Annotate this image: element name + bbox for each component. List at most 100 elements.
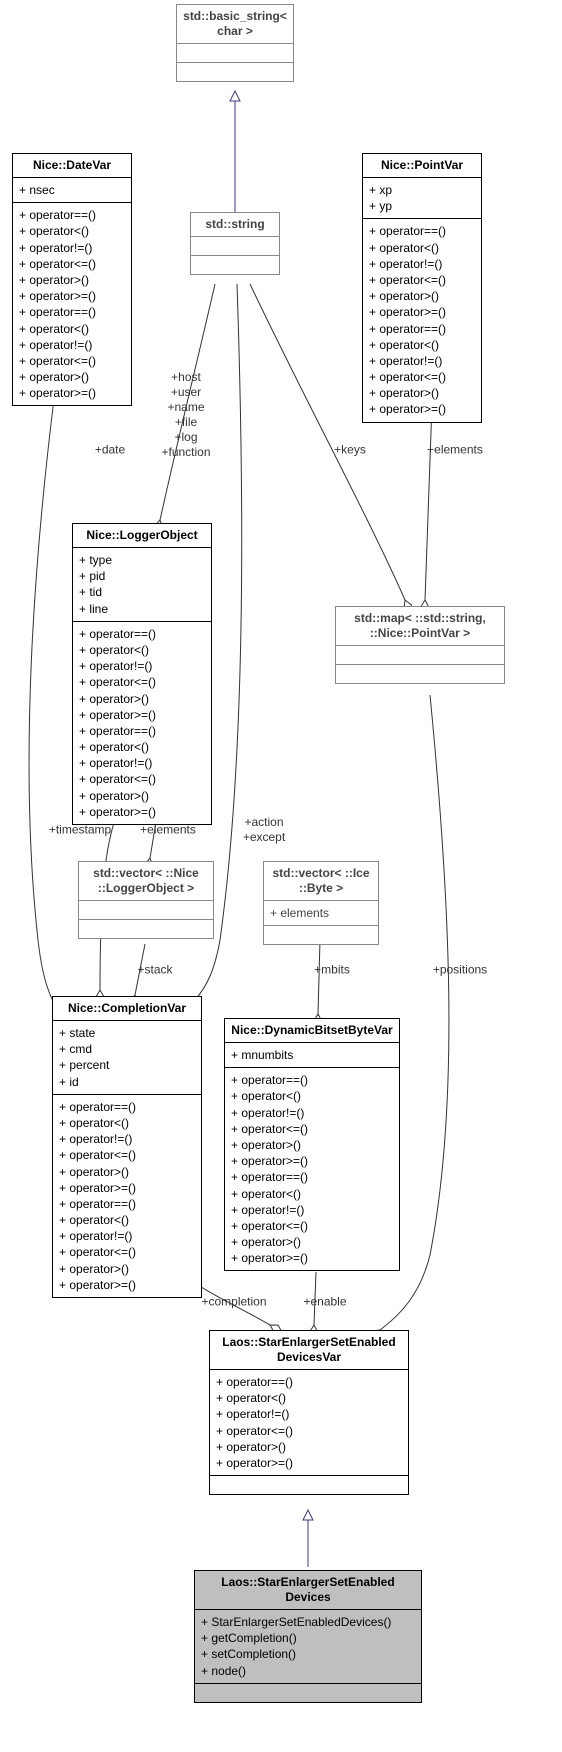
class-node-string: std::string: [190, 212, 280, 275]
op-line: + operator>=(): [19, 385, 125, 401]
attr-line: + tid: [79, 584, 205, 600]
class-empty-section: [191, 236, 279, 255]
class-empty-section: [210, 1475, 408, 1494]
attr-line: + mnumbits: [231, 1047, 393, 1063]
op-line: + operator==(): [231, 1169, 393, 1185]
op-line: + operator>(): [59, 1164, 195, 1180]
class-empty-section: [79, 919, 213, 938]
attr-line: + pid: [79, 568, 205, 584]
attr-line: + nsec: [19, 182, 125, 198]
op-line: + operator<(): [79, 739, 205, 755]
op-line: + operator<=(): [369, 369, 475, 385]
op-line: + operator>=(): [231, 1153, 393, 1169]
class-node-loggerobj: Nice::LoggerObject+ type+ pid+ tid+ line…: [72, 523, 212, 825]
class-ops: + operator==()+ operator<()+ operator!=(…: [73, 621, 211, 824]
attr-line: + cmd: [59, 1041, 195, 1057]
op-line: + operator<(): [79, 642, 205, 658]
attr-line: + percent: [59, 1057, 195, 1073]
edge-label: +timestamp: [49, 823, 111, 838]
op-line: + operator<=(): [79, 771, 205, 787]
op-line: + operator>=(): [231, 1250, 393, 1266]
attr-line: + xp: [369, 182, 475, 198]
class-ops: + operator==()+ operator<()+ operator!=(…: [53, 1094, 201, 1297]
edge-label: +positions: [433, 963, 487, 978]
attr-line: + elements: [270, 905, 372, 921]
op-line: + operator!=(): [19, 240, 125, 256]
op-line: + operator<(): [231, 1186, 393, 1202]
op-line: + operator<(): [231, 1088, 393, 1104]
class-title: std::map< ::std::string, ::Nice::PointVa…: [336, 607, 504, 645]
class-node-datevar: Nice::DateVar+ nsec+ operator==()+ opera…: [12, 153, 132, 406]
op-line: + operator==(): [79, 626, 205, 642]
op-line: + operator!=(): [79, 658, 205, 674]
op-line: + operator>(): [59, 1261, 195, 1277]
edge-label: +elements: [140, 823, 196, 838]
op-line: + operator<=(): [79, 674, 205, 690]
edge-pointvar-to-map: [425, 404, 432, 600]
op-line: + operator>=(): [19, 288, 125, 304]
edge-label: +host +user +name +file +log +function: [161, 370, 210, 460]
class-node-map: std::map< ::std::string, ::Nice::PointVa…: [335, 606, 505, 684]
class-title: std::vector< ::Ice ::Byte >: [264, 862, 378, 900]
op-line: + operator==(): [19, 304, 125, 320]
op-line: + operator<(): [19, 223, 125, 239]
op-line: + operator<(): [369, 337, 475, 353]
op-line: + operator==(): [19, 207, 125, 223]
class-title: std::basic_string< char >: [177, 5, 293, 43]
class-title: Nice::LoggerObject: [73, 524, 211, 547]
op-line: + operator!=(): [19, 337, 125, 353]
op-line: + operator>=(): [369, 401, 475, 417]
class-node-setenabledvar: Laos::StarEnlargerSetEnabled DevicesVar+…: [209, 1330, 409, 1495]
op-line: + operator<=(): [59, 1244, 195, 1260]
op-line: + operator==(): [369, 223, 475, 239]
op-line: + operator!=(): [369, 256, 475, 272]
op-line: + operator>(): [369, 288, 475, 304]
class-node-pointvar: Nice::PointVar+ xp+ yp+ operator==()+ op…: [362, 153, 482, 423]
op-line: + operator>=(): [79, 804, 205, 820]
class-empty-section: [264, 925, 378, 944]
class-title: Nice::DateVar: [13, 154, 131, 177]
edge-label: +keys: [334, 443, 366, 458]
attr-line: + type: [79, 552, 205, 568]
op-line: + getCompletion(): [201, 1630, 415, 1646]
op-line: + operator<=(): [216, 1423, 402, 1439]
op-line: + operator>(): [19, 369, 125, 385]
attr-line: + line: [79, 601, 205, 617]
op-line: + operator!=(): [216, 1406, 402, 1422]
op-line: + operator==(): [369, 321, 475, 337]
op-line: + operator>(): [79, 691, 205, 707]
op-line: + operator<=(): [59, 1147, 195, 1163]
op-line: + operator>(): [369, 385, 475, 401]
class-node-vec_byte: std::vector< ::Ice ::Byte >+ elements: [263, 861, 379, 945]
class-title: Nice::CompletionVar: [53, 997, 201, 1020]
op-line: + operator<(): [369, 240, 475, 256]
attr-line: + state: [59, 1025, 195, 1041]
op-line: + operator>(): [231, 1234, 393, 1250]
op-line: + operator!=(): [369, 353, 475, 369]
op-line: + operator>(): [216, 1439, 402, 1455]
edge-label: +elements: [427, 443, 483, 458]
class-empty-section: [79, 900, 213, 919]
op-line: + operator==(): [231, 1072, 393, 1088]
class-title: std::string: [191, 213, 279, 236]
class-node-dynbitset: Nice::DynamicBitsetByteVar+ mnumbits+ op…: [224, 1018, 400, 1271]
class-node-completion: Nice::CompletionVar+ state+ cmd+ percent…: [52, 996, 202, 1298]
class-attrs: + type+ pid+ tid+ line: [73, 547, 211, 621]
op-line: + operator<(): [19, 321, 125, 337]
class-empty-section: [336, 645, 504, 664]
op-line: + StarEnlargerSetEnabledDevices(): [201, 1614, 415, 1630]
class-title: Laos::StarEnlargerSetEnabled Devices: [195, 1571, 421, 1609]
op-line: + operator>=(): [216, 1455, 402, 1471]
class-title: std::vector< ::Nice ::LoggerObject >: [79, 862, 213, 900]
class-ops: + operator==()+ operator<()+ operator!=(…: [13, 202, 131, 405]
edge-label: +date: [95, 443, 125, 458]
op-line: + operator>(): [19, 272, 125, 288]
attr-line: + yp: [369, 198, 475, 214]
op-line: + operator<=(): [19, 353, 125, 369]
class-node-setenabled: Laos::StarEnlargerSetEnabled Devices+ St…: [194, 1570, 422, 1703]
class-ops: + StarEnlargerSetEnabledDevices()+ getCo…: [195, 1609, 421, 1683]
op-line: + operator<=(): [369, 272, 475, 288]
op-line: + operator==(): [79, 723, 205, 739]
class-attrs: + xp+ yp: [363, 177, 481, 218]
edge-label: +completion: [201, 1295, 266, 1310]
